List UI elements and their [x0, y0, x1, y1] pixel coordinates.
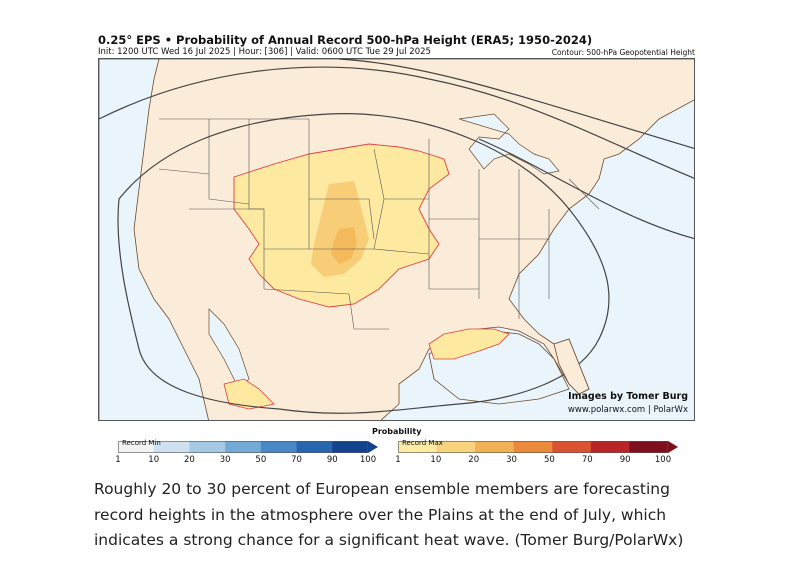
- probability-gulf: [428, 328, 510, 360]
- map-title: 0.25° EPS • Probability of Annual Record…: [98, 33, 593, 47]
- colorbar-swatch: [260, 441, 298, 453]
- colorbar-tick-label: 1: [115, 455, 121, 465]
- image-caption: Roughly 20 to 30 percent of European ens…: [94, 480, 684, 549]
- colorbar-border: [398, 441, 668, 453]
- colorbar-swatch: [296, 441, 333, 453]
- credit-url: www.polarwx.com | PolarWx: [567, 405, 688, 415]
- colorbar-tick-label: 20: [184, 455, 195, 465]
- colorbar-swatch: [475, 441, 515, 453]
- colorbar-max-swatches: [398, 441, 678, 453]
- colorbar-swatch: [398, 441, 438, 453]
- state-lines: [158, 118, 600, 330]
- forecast-map: Images by Tomer Burg www.polarwx.com | P…: [98, 58, 695, 421]
- colorbar-swatch: [225, 441, 262, 453]
- colorbar-tick-label: 90: [619, 455, 631, 465]
- colorbar-border: [118, 441, 368, 453]
- map-subtitle: Init: 1200 UTC Wed 16 Jul 2025 | Hour: […: [98, 47, 431, 57]
- colorbar-tick-label: 90: [326, 455, 338, 465]
- colorbar-tick-label: 30: [219, 455, 231, 465]
- pacific-ocean: [99, 59, 209, 420]
- colorbar-swatch: [552, 441, 592, 453]
- colorbar-min-label: Record Min: [122, 439, 161, 447]
- map-graphic: [99, 59, 694, 420]
- florida: [553, 338, 590, 395]
- colorbar-tick-label: 10: [430, 455, 442, 465]
- colorbar-tick-label: 50: [255, 455, 267, 465]
- colorbar-swatch: [590, 441, 630, 453]
- probability-core: [331, 227, 357, 264]
- colorbar-record-min: Record Min: [118, 438, 378, 453]
- colorbar-tick-label: 50: [544, 455, 555, 465]
- colorbar-min-swatches: [118, 441, 378, 453]
- colorbar-max-label: Record Max: [402, 439, 443, 447]
- colorbar-swatch: [513, 441, 553, 453]
- colorbar-tick-label: 70: [581, 455, 593, 465]
- credit-author: Images by Tomer Burg: [568, 391, 688, 402]
- colorbar-swatch: [189, 441, 226, 453]
- colorbar-tick-label: 1: [395, 455, 401, 465]
- colorbar-swatch: [436, 441, 476, 453]
- colorbar-tick-label: 30: [506, 455, 517, 465]
- colorbar-swatch: [332, 441, 369, 453]
- contour-note: Contour: 500-hPa Geopotential Height: [551, 48, 695, 57]
- colorbar-title: Probability: [372, 427, 422, 436]
- colorbar-swatch: [118, 441, 155, 453]
- colorbar-tick-label: 20: [468, 455, 480, 465]
- colorbar-tick-label: 10: [148, 455, 160, 465]
- great-lakes: [458, 113, 560, 175]
- colorbar-tick-label: 70: [291, 455, 302, 465]
- colorbar-swatch: [153, 441, 190, 453]
- colorbar-swatch: [629, 441, 669, 453]
- colorbar-arrow: [368, 441, 378, 453]
- colorbar-record-max: Record Max: [398, 438, 678, 453]
- colorbar-tick-label: 100: [654, 455, 672, 465]
- probability-mexico: [223, 378, 275, 410]
- colorbar-tick-label: 100: [359, 455, 377, 465]
- colorbar-arrow: [668, 441, 678, 453]
